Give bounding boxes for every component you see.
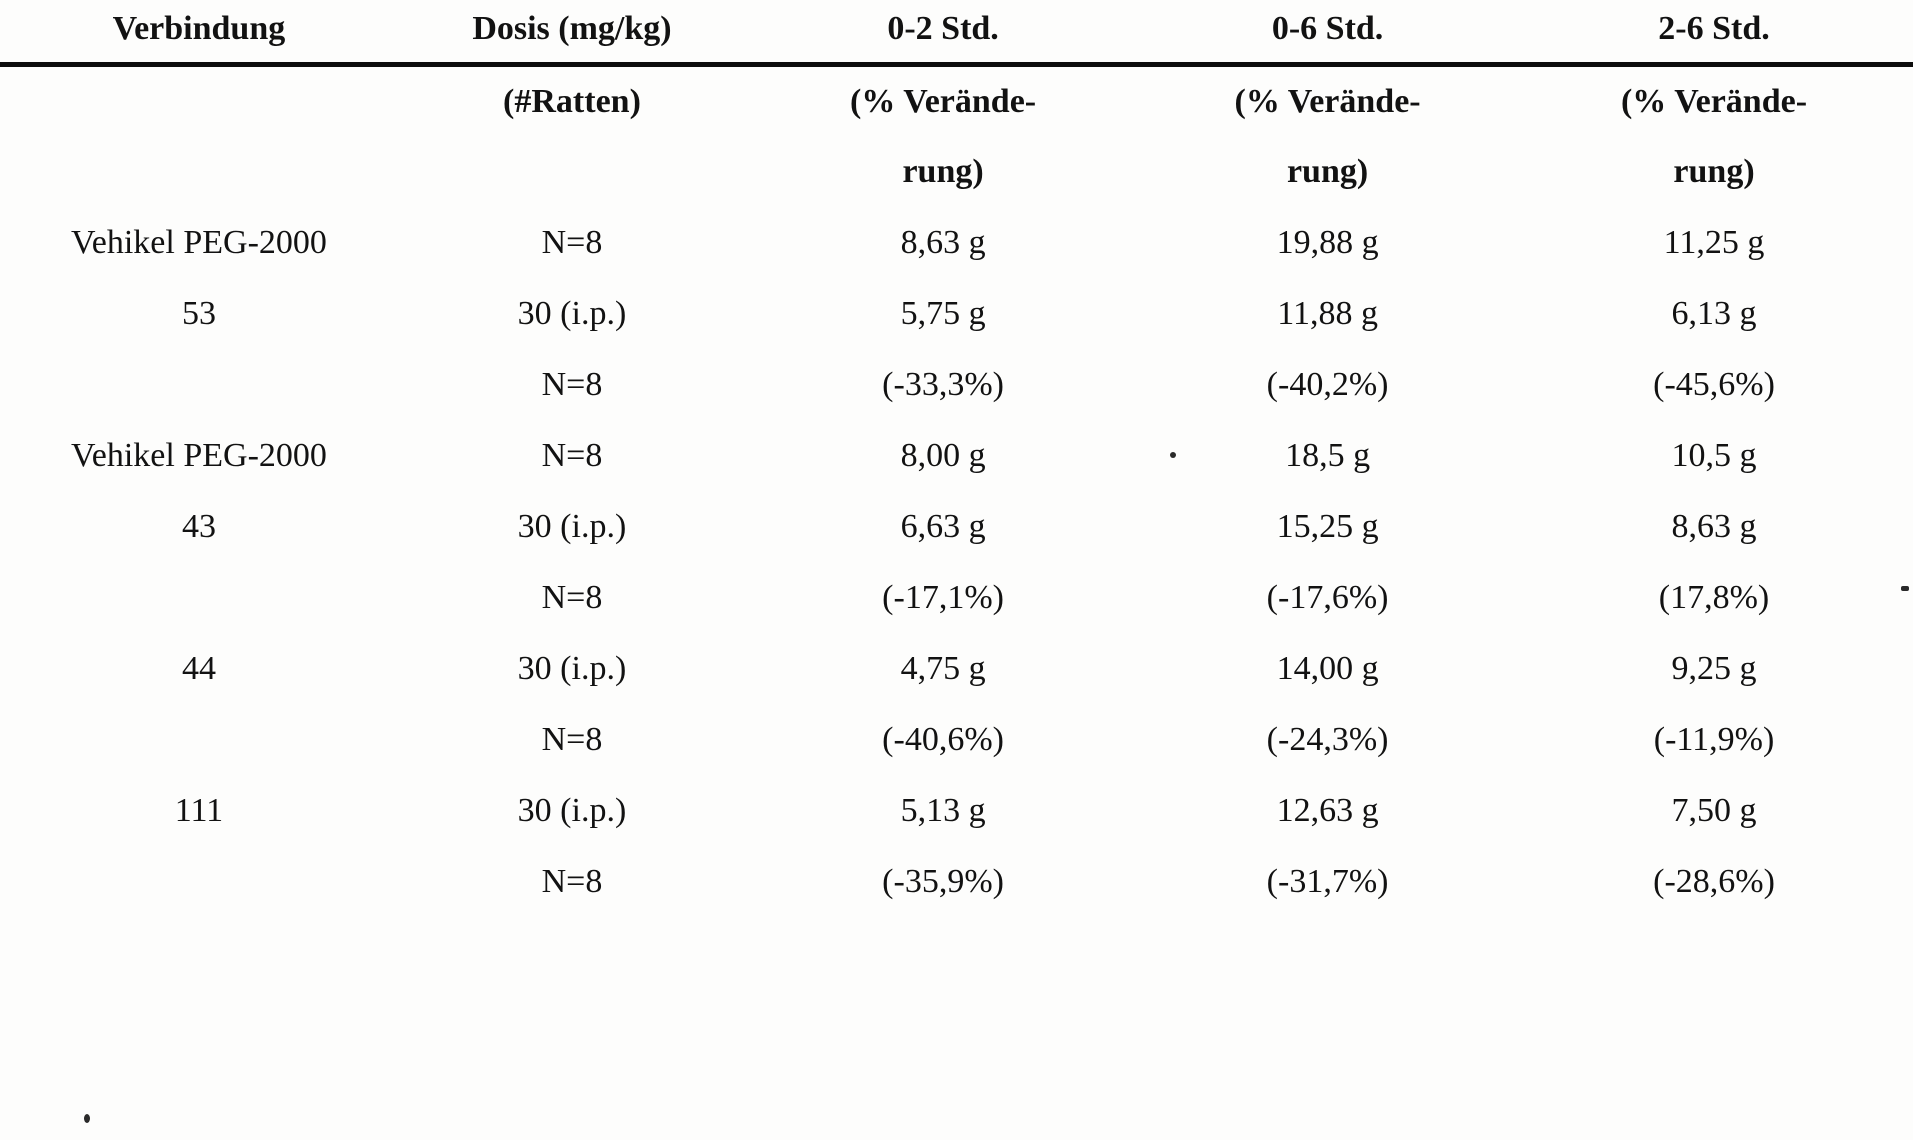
header-sub-row: (#Ratten) (% Verände- (% Verände- (% Veränd… — [0, 65, 1913, 138]
table-row: 43 30 (i.p.) 6,63 g 15,25 g 8,63 g — [0, 491, 1913, 562]
value-cell: 14,00 g — [1276, 649, 1379, 687]
value-cell: 18,5 g — [1285, 436, 1371, 474]
table-row: Vehikel PEG-2000 N=8 8,63 g 19,88 g 11,25 g — [0, 207, 1913, 278]
header-sub-cell: (% Verände- — [850, 83, 1037, 120]
value-cell: 12,63 g — [1276, 791, 1379, 829]
value-cell: (-40,2%) — [1266, 365, 1389, 403]
value-cell: N=8 — [541, 436, 603, 474]
column-header: Dosis (mg/kg) — [397, 4, 747, 67]
value-cell: (-24,3%) — [1266, 720, 1389, 758]
value-cell: (-33,3%) — [882, 365, 1004, 403]
value-cell: (-17,6%) — [1266, 578, 1389, 616]
table-row: Vehikel PEG-2000 N=8 8,00 g 18,5 g 10,5 g — [0, 420, 1913, 491]
value-cell: 30 (i.p.) — [517, 507, 627, 545]
column-header: Verbindung — [0, 4, 398, 67]
value-cell: N=8 — [541, 223, 603, 261]
value-cell: (-40,6%) — [882, 720, 1004, 758]
value-cell: N=8 — [541, 862, 603, 900]
value-cell: N=8 — [541, 365, 603, 403]
header-sub-cell: rung) — [1286, 153, 1369, 190]
column-header: 0-6 Std. — [1140, 4, 1516, 67]
column-header: 0-2 Std. — [746, 4, 1141, 67]
table-row: 44 30 (i.p.) 4,75 g 14,00 g 9,25 g — [0, 633, 1913, 704]
header-sub-cell — [398, 137, 746, 207]
header-sub-row: rung) rung) rung) — [0, 137, 1913, 207]
value-cell: 9,25 g — [1671, 649, 1757, 687]
compound-cell: Vehikel PEG-2000 — [70, 223, 327, 261]
value-cell: 6,13 g — [1671, 294, 1757, 332]
value-cell: 8,63 g — [1671, 507, 1757, 545]
value-cell: (-45,6%) — [1653, 365, 1775, 403]
compound-cell: 53 — [181, 294, 216, 332]
value-cell: (-28,6%) — [1653, 862, 1775, 900]
value-cell: 30 (i.p.) — [517, 649, 627, 687]
value-cell: 11,25 g — [1663, 223, 1765, 261]
compound-cell — [0, 846, 398, 917]
header-sub-cell — [0, 137, 398, 207]
value-cell: 5,13 g — [900, 791, 986, 829]
compound-cell — [0, 349, 398, 420]
compound-cell: 43 — [181, 507, 216, 545]
value-cell: 5,75 g — [900, 294, 986, 332]
header-sub-cell: (#Ratten) — [503, 83, 641, 120]
value-cell: 15,25 g — [1276, 507, 1379, 545]
compound-cell — [0, 704, 398, 775]
weight-change-table: Verbindung Dosis (mg/kg) 0-2 Std. 0-6 Std. 2… — [0, 4, 1913, 917]
table-body: (#Ratten) (% Verände- (% Verände- (% Veränd… — [0, 65, 1913, 918]
table-row: 111 30 (i.p.) 5,13 g 12,63 g 7,50 g — [0, 775, 1913, 846]
value-cell: (17,8%) — [1658, 578, 1770, 616]
value-cell: N=8 — [541, 578, 603, 616]
value-cell: 8,00 g — [900, 436, 986, 474]
scan-artifact-dot — [84, 1114, 90, 1123]
value-cell: 4,75 g — [900, 649, 986, 687]
table-row: N=8 (-35,9%) (-31,7%) (-28,6%) — [0, 846, 1913, 917]
header-sub-cell: (% Verände- — [1620, 83, 1808, 120]
value-cell: N=8 — [541, 720, 603, 758]
table-row: N=8 (-33,3%) (-40,2%) (-45,6%) — [0, 349, 1913, 420]
value-cell: 19,88 g — [1276, 223, 1379, 261]
value-cell: 11,88 g — [1277, 294, 1378, 332]
value-cell: 6,63 g — [900, 507, 986, 545]
value-cell: 30 (i.p.) — [517, 294, 627, 332]
compound-cell — [0, 562, 398, 633]
value-cell: (-11,9%) — [1653, 720, 1775, 758]
header-sub-cell — [0, 65, 398, 138]
value-cell: (-17,1%) — [882, 578, 1004, 616]
compound-cell: 111 — [174, 791, 224, 829]
value-cell: (-31,7%) — [1266, 862, 1389, 900]
scan-artifact-dot — [1170, 452, 1176, 458]
compound-cell: 44 — [181, 649, 216, 687]
table-row: 53 30 (i.p.) 5,75 g 11,88 g 6,13 g — [0, 278, 1913, 349]
header-sub-cell: (% Verände- — [1234, 83, 1421, 120]
value-cell: 10,5 g — [1671, 436, 1757, 474]
scan-artifact-dot — [1901, 586, 1909, 591]
value-cell: (-35,9%) — [882, 862, 1004, 900]
table-row: N=8 (-40,6%) (-24,3%) (-11,9%) — [0, 704, 1913, 775]
header-sub-cell: rung) — [902, 153, 984, 190]
header-sub-cell: rung) — [1673, 153, 1755, 190]
value-cell: 30 (i.p.) — [517, 791, 627, 829]
column-header: 2-6 Std. — [1515, 4, 1913, 67]
table-row: N=8 (-17,1%) (-17,6%) (17,8%) — [0, 562, 1913, 633]
compound-cell: Vehikel PEG-2000 — [70, 436, 327, 474]
header-row: Verbindung Dosis (mg/kg) 0-2 Std. 0-6 Std. 2… — [0, 4, 1913, 67]
value-cell: 8,63 g — [900, 223, 986, 261]
value-cell: 7,50 g — [1671, 791, 1757, 829]
